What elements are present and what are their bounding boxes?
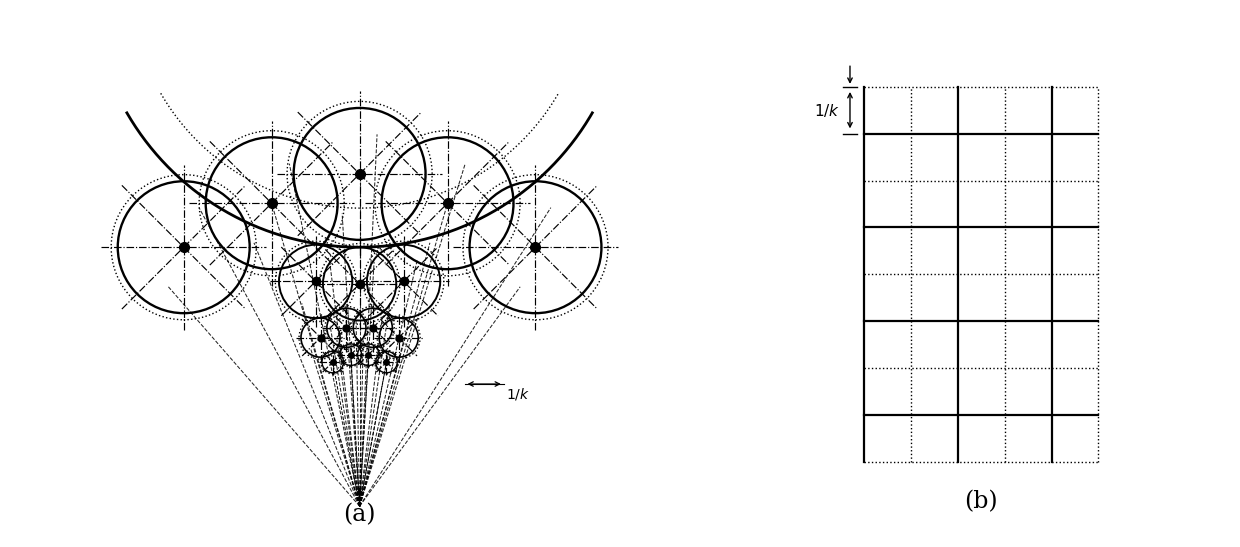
- Text: (a): (a): [343, 503, 376, 526]
- Text: $1/k$: $1/k$: [815, 102, 841, 119]
- Text: (b): (b): [965, 490, 998, 513]
- Text: $1/k$: $1/k$: [506, 387, 531, 403]
